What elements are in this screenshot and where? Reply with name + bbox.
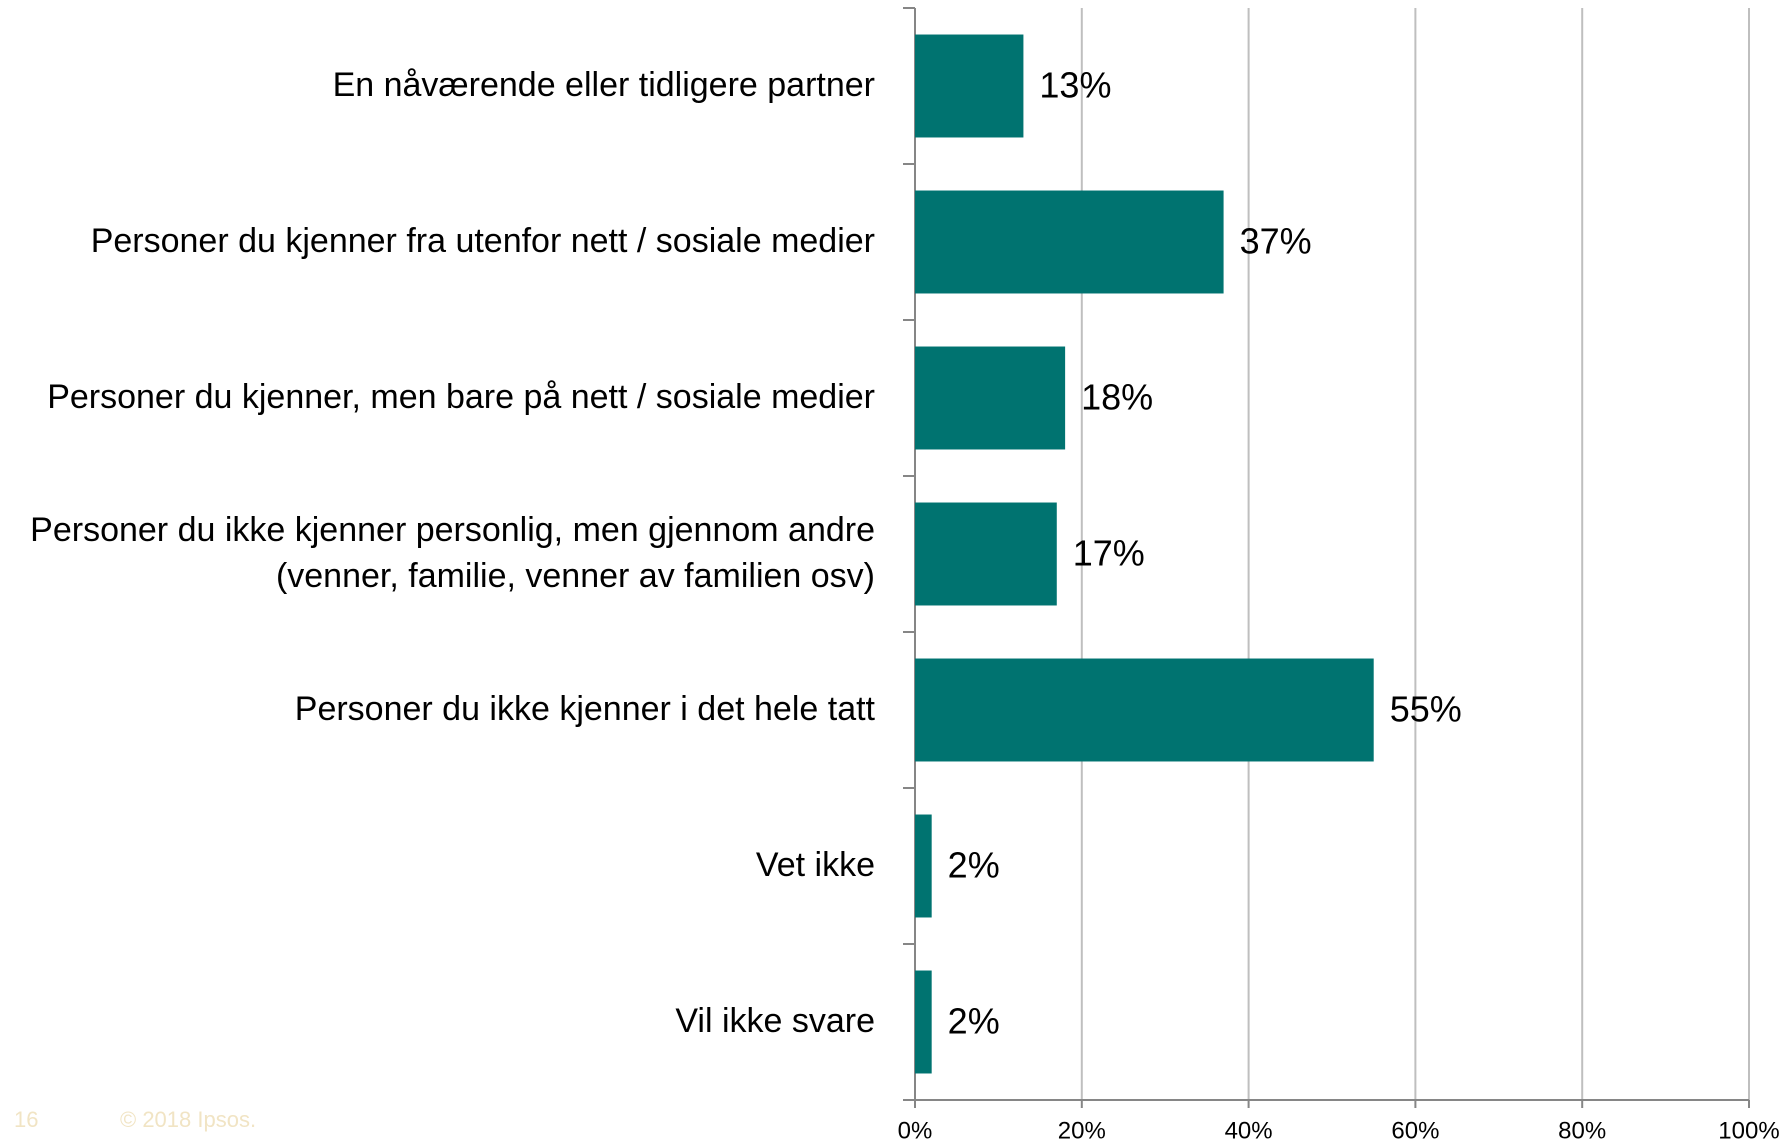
category-label: En nåværende eller tidligere partner	[332, 66, 875, 105]
value-label: 18%	[1081, 377, 1153, 418]
bar	[915, 970, 932, 1074]
category-label: Vet ikke	[755, 846, 875, 885]
bar	[915, 190, 1224, 294]
x-tick-label: 40%	[1225, 1117, 1273, 1144]
value-label: 13%	[1039, 65, 1111, 106]
copyright: © 2018 Ipsos.	[120, 1107, 256, 1132]
bar	[915, 34, 1024, 138]
value-label: 2%	[948, 1001, 1000, 1042]
category-label: Vil ikke svare	[675, 1002, 875, 1041]
value-label: 55%	[1390, 689, 1462, 730]
bar	[915, 814, 932, 918]
page-number: 16	[14, 1107, 38, 1132]
x-tick-label: 60%	[1391, 1117, 1439, 1144]
value-label: 17%	[1073, 533, 1145, 574]
x-tick-label: 0%	[898, 1117, 933, 1144]
x-tick-label: 100%	[1718, 1117, 1779, 1144]
x-tick-label: 80%	[1558, 1117, 1606, 1144]
category-label: Personer du kjenner, men bare på nett / …	[47, 378, 875, 417]
value-label: 37%	[1240, 221, 1312, 262]
bar	[915, 658, 1374, 762]
category-label: Personer du ikke kjenner i det hele tatt	[294, 690, 875, 729]
x-tick-label: 20%	[1058, 1117, 1106, 1144]
value-label: 2%	[948, 845, 1000, 886]
bar	[915, 346, 1066, 450]
category-label: Personer du kjenner fra utenfor nett / s…	[90, 222, 875, 261]
category-label: Personer du ikke kjenner personlig, men …	[30, 511, 875, 595]
bar	[915, 502, 1057, 606]
